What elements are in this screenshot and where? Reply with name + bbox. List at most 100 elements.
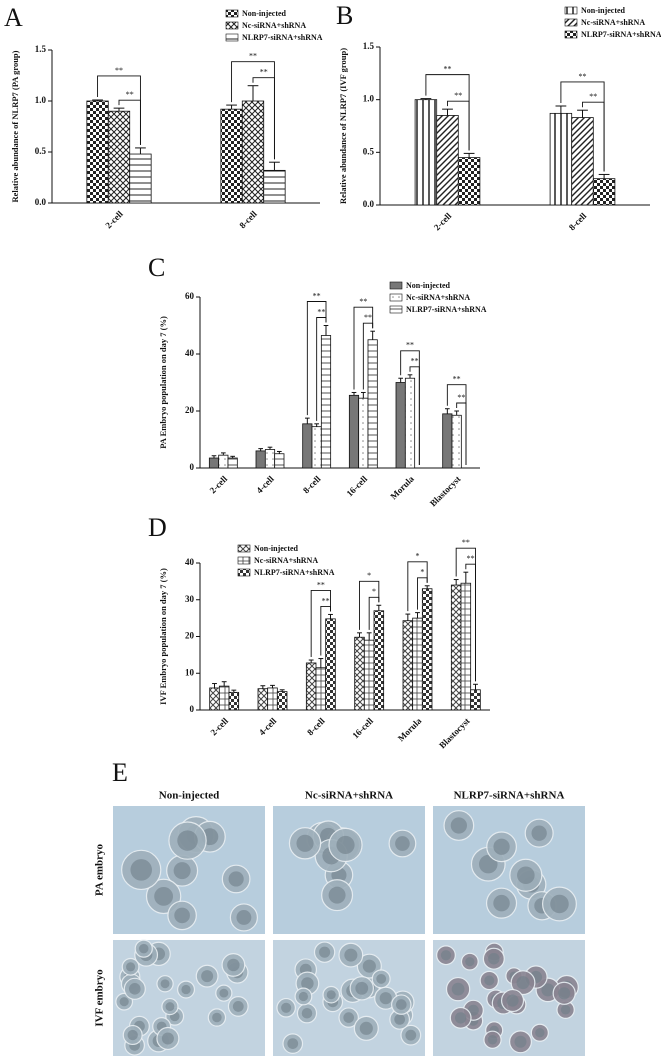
significance-label: ** [406,341,414,350]
bar [257,688,269,711]
error-bar [212,683,217,688]
bar [460,582,472,711]
error-bar [231,689,237,693]
y-tick-label: 1.0 [363,94,375,104]
error-bar [323,325,329,336]
legend-swatch [389,293,403,302]
y-tick-label: 10 [185,667,195,677]
row-header: PA embryo [94,843,106,896]
legend-label: Non-injected [242,9,287,18]
y-tick-label: 60 [185,291,195,301]
significance-label: ** [364,313,372,322]
bar [320,335,332,469]
significance-label: ** [359,297,367,306]
error-bar [473,683,478,690]
significance-label: ** [313,291,321,300]
significance-bracket [252,77,275,160]
bar [414,99,438,206]
panel-label: C [148,253,165,282]
error-bar [407,374,413,379]
legend-label: Non-injected [581,6,626,15]
x-tick-label: 2-cell [432,210,454,232]
column-header: Non-injected [159,790,220,802]
significance-bracket [320,606,331,656]
bar [218,685,230,711]
significance-label: ** [317,307,325,316]
error-bar [420,98,432,100]
x-tick-label: 16-cell [350,715,375,740]
significance-label: ** [462,538,470,547]
bar [412,617,423,711]
error-bar [598,173,610,179]
x-tick-label: Morula [388,473,416,501]
legend-label: NLRP7-siRNA+shRNA [242,33,323,42]
error-bar [454,410,459,416]
bar [404,377,416,469]
x-tick-label: 2-cell [103,208,125,230]
significance-bracket [362,322,374,390]
legend-swatch [564,18,578,27]
bar [220,108,243,204]
x-tick-label: Morula [396,715,424,743]
y-axis-label: PA Embryo population on day 7 (%) [158,316,168,449]
bar [457,157,481,206]
y-axis-label: Relative abundance of NLRP7 (IVF group) [338,48,348,204]
bar [228,691,240,711]
bar [451,414,462,469]
x-tick-label: 8-cell [305,715,327,737]
y-tick-label: 30 [185,594,195,604]
error-bar [211,455,217,459]
bar [255,450,266,469]
error-bar [555,105,567,114]
x-tick-label: 2-cell [208,715,230,737]
legend-swatch [225,9,239,18]
significance-label: ** [467,554,475,563]
significance-label: ** [453,375,461,384]
bar [421,588,433,711]
bar [395,382,406,469]
error-bar [305,417,310,424]
error-bar [351,391,357,396]
error-bar [247,85,259,101]
bar [305,662,317,711]
error-bar [376,604,382,611]
y-tick-label: 40 [185,348,195,358]
legend-label: Nc-siRNA+shRNA [581,18,645,27]
bar [227,457,238,469]
error-bar [405,613,411,621]
y-tick-label: 0 [190,462,195,472]
error-bar [577,109,588,118]
significance-bracket [407,561,428,612]
legend-swatch [389,281,403,290]
x-tick-label: 16-cell [344,473,369,498]
bar [592,178,616,206]
error-bar [424,585,430,589]
legend-swatch [225,33,239,42]
bar [263,169,286,204]
error-bar [230,455,235,459]
legend-label: Nc-siRNA+shRNA [242,21,306,30]
bar [354,636,365,711]
panel-label: D [148,513,167,542]
error-bar [370,330,375,340]
significance-label: ** [260,68,268,77]
bar [325,618,336,711]
error-bar [279,689,285,692]
error-bar [270,684,275,688]
legend-swatch [237,556,251,565]
legend-swatch [564,6,578,15]
error-bar [463,152,475,158]
legend-swatch [389,305,403,314]
micrograph [113,939,265,1056]
error-bar [366,632,372,641]
bar [450,584,462,711]
significance-bracket [310,590,331,658]
error-bar [308,659,314,663]
y-tick-label: 0 [190,704,195,714]
micrograph [433,940,585,1056]
row-header: IVF embryo [94,969,106,1027]
legend-swatch [237,568,251,577]
bar [264,449,276,469]
significance-label: * [416,552,420,561]
